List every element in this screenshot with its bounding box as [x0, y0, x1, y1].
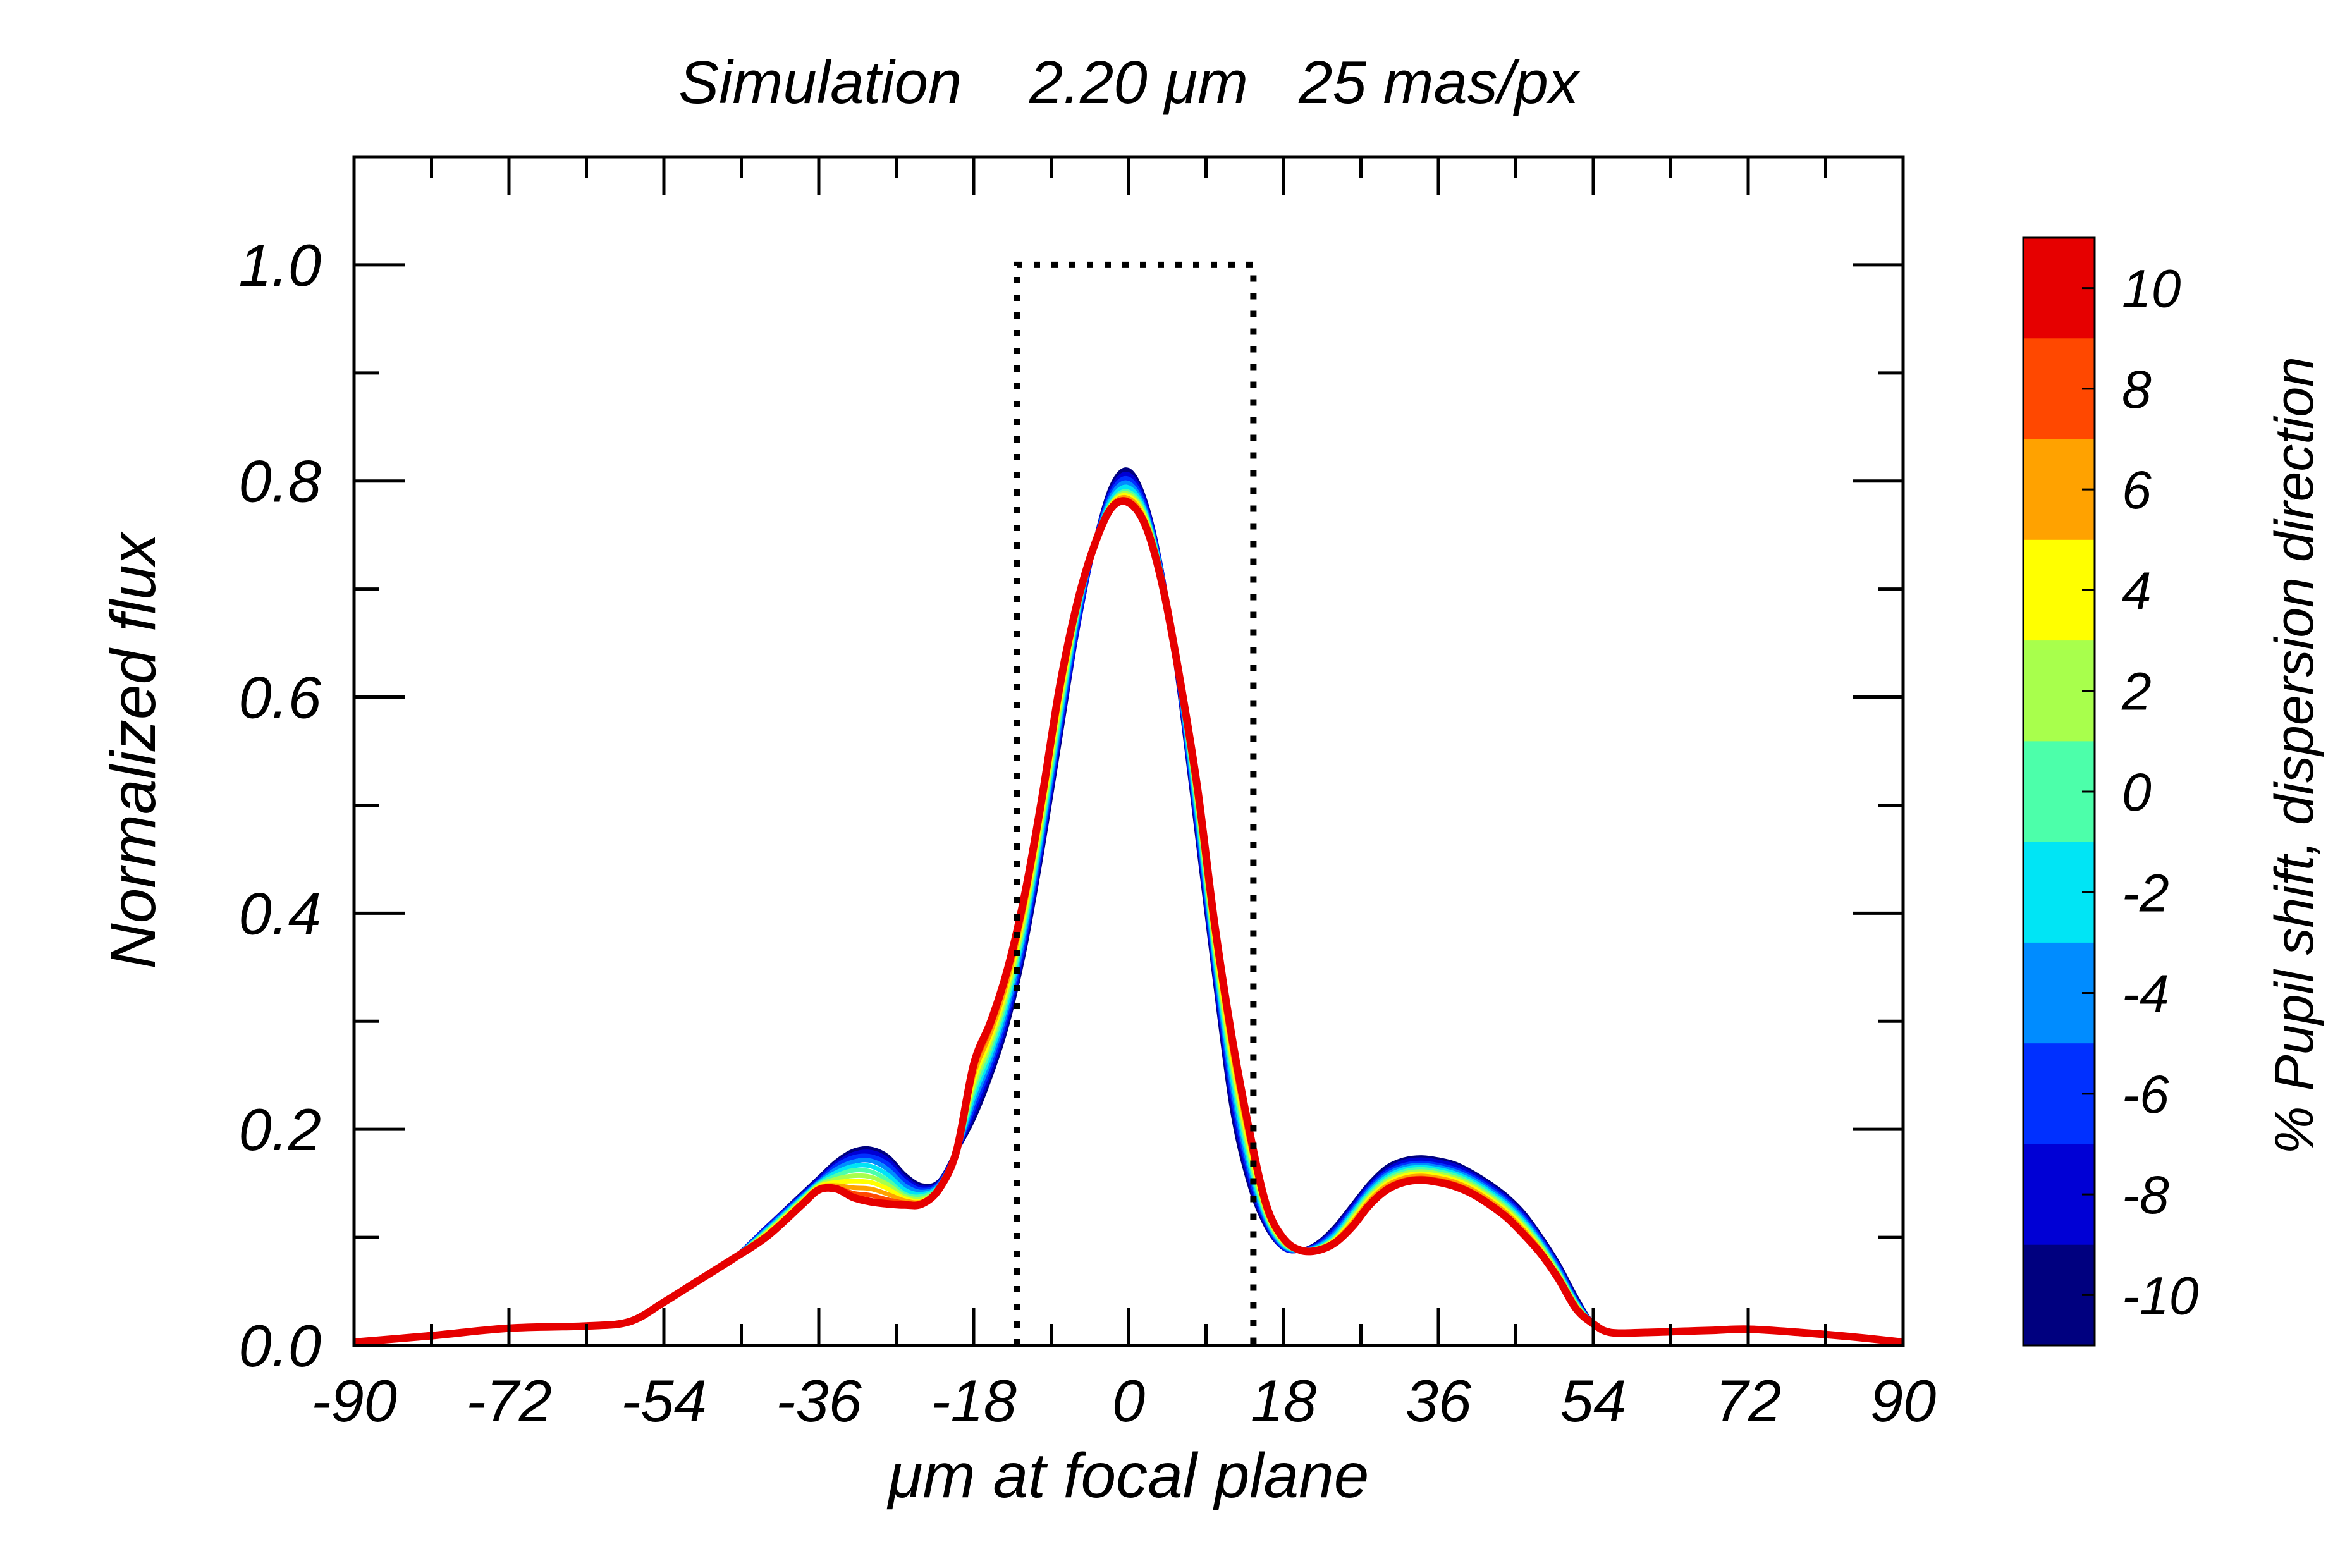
x-tick-labels: -90 -72 -54 -36 -18 0 18 36 54 72 90: [311, 1368, 1936, 1434]
colorbar-tick-label: -4: [2122, 964, 2169, 1024]
y-tick-label: 0.4: [238, 880, 321, 946]
colorbar-tick-label: -2: [2122, 863, 2169, 922]
colorbar-tick-label: 0: [2122, 763, 2152, 822]
x-tick-label: -72: [466, 1368, 552, 1434]
colorbar-tick-label: 2: [2121, 662, 2152, 721]
x-axis-label: μm at focal plane: [886, 1440, 1369, 1511]
x-tick-label: -54: [621, 1368, 707, 1434]
colorbar-tick-label: -10: [2122, 1266, 2199, 1325]
x-tick-label: 18: [1251, 1368, 1317, 1434]
axis-ticks: [352, 155, 1905, 1347]
y-axis-label: Normalized flux: [98, 531, 169, 969]
colorbar-tick-label: 6: [2122, 460, 2152, 520]
x-tick-label: 90: [1870, 1368, 1937, 1434]
colorbar-tick-label: 4: [2122, 561, 2152, 620]
x-tick-label: -18: [931, 1368, 1017, 1434]
y-tick-label: 0.2: [238, 1096, 321, 1163]
y-tick-label: 1.0: [238, 232, 321, 298]
y-tick-label: 0.8: [238, 448, 321, 515]
x-tick-label: -36: [776, 1368, 862, 1434]
y-tick-label: 0.0: [238, 1313, 321, 1379]
x-tick-label: 72: [1715, 1368, 1782, 1434]
colorbar-label: % Pupil shift, dispersion direction: [2264, 357, 2325, 1155]
curves: [354, 467, 1903, 1345]
colorbar-tick-label: 8: [2122, 360, 2152, 419]
colorbar-tick-label: -8: [2122, 1165, 2169, 1225]
x-tick-label: 36: [1406, 1368, 1472, 1434]
colorbar-tick-label: -6: [2122, 1065, 2169, 1124]
series-line-10: [354, 497, 1903, 1345]
colorbar-tick-label: 10: [2122, 259, 2181, 319]
y-tick-labels: 0.0 0.2 0.4 0.6 0.8 1.0: [238, 232, 321, 1379]
x-tick-label: -90: [311, 1368, 397, 1434]
x-tick-label: 54: [1560, 1368, 1627, 1434]
colorbar: 10 8 6 4 2 0 -2 -4 -6 -8 -10: [2022, 236, 2199, 1347]
chart-title: Simulation 2.20 μm 25 mas/px: [678, 49, 1581, 116]
x-tick-label: 0: [1112, 1368, 1145, 1434]
y-tick-label: 0.6: [238, 665, 321, 731]
